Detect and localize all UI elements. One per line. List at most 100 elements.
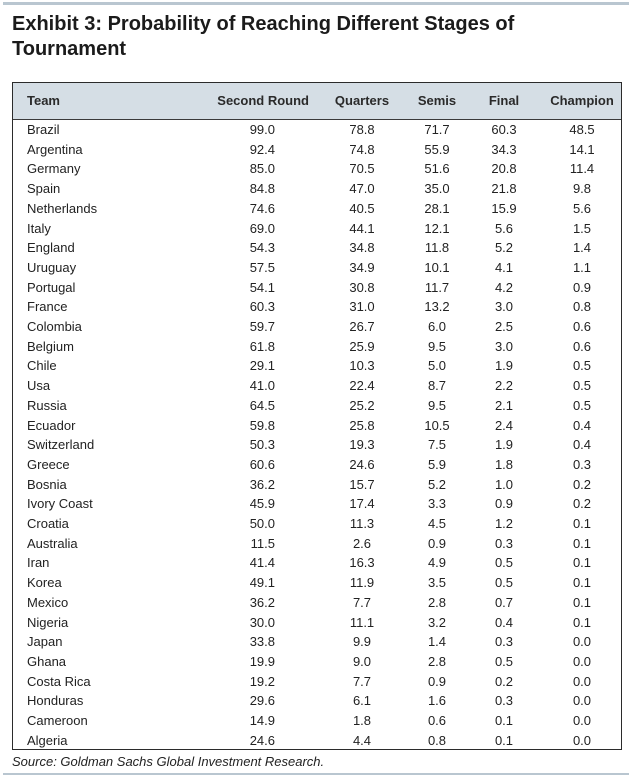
cell-quarters: 11.9 — [349, 575, 375, 591]
cell-champion: 11.4 — [569, 161, 595, 177]
cell-semis: 3.5 — [427, 575, 447, 591]
cell-champion: 9.8 — [572, 181, 592, 197]
table-row: Switzerland 50.3 19.3 7.5 1.9 0.4 — [13, 435, 621, 455]
cell-team: Bosnia — [27, 476, 67, 492]
exhibit-frame — [3, 2, 629, 776]
cell-final: 20.8 — [491, 161, 517, 177]
cell-final: 4.1 — [494, 259, 514, 275]
cell-semis: 11.8 — [424, 240, 450, 256]
cell-second-round: 30.0 — [249, 614, 275, 630]
cell-second-round: 33.8 — [249, 634, 275, 650]
cell-quarters: 15.7 — [349, 476, 375, 492]
cell-champion: 0.6 — [572, 338, 592, 354]
cell-team: Honduras — [27, 693, 84, 709]
cell-champion: 0.4 — [572, 417, 592, 433]
cell-final: 2.5 — [494, 319, 514, 334]
cell-second-round: 29.1 — [249, 358, 275, 374]
cell-semis: 9.5 — [427, 397, 447, 413]
cell-final: 15.9 — [491, 200, 517, 216]
cell-team: Croatia — [27, 516, 69, 531]
table-row: Iran 41.4 16.3 4.9 0.5 0.1 — [13, 553, 621, 573]
cell-champion: 0.1 — [572, 594, 592, 610]
cell-quarters: 44.1 — [349, 220, 375, 236]
table-row: Belgium 61.8 25.9 9.5 3.0 0.6 — [13, 337, 621, 357]
cell-second-round: 59.7 — [249, 319, 275, 334]
cell-semis: 10.5 — [424, 417, 450, 433]
table-row: Algeria 24.6 4.4 0.8 0.1 0.0 — [13, 731, 621, 751]
cell-semis: 35.0 — [424, 181, 450, 197]
table-row: Bosnia 36.2 15.7 5.2 1.0 0.2 — [13, 475, 621, 495]
table-row: Cameroon 14.9 1.8 0.6 0.1 0.0 — [13, 711, 621, 731]
table-row: Honduras 29.6 6.1 1.6 0.3 0.0 — [13, 691, 621, 711]
cell-final: 21.8 — [491, 181, 517, 197]
cell-champion: 0.5 — [572, 378, 592, 394]
cell-team: France — [27, 299, 68, 315]
cell-semis: 0.6 — [427, 713, 447, 728]
cell-champion: 0.5 — [572, 358, 592, 374]
cell-champion: 0.0 — [572, 732, 592, 748]
cell-team: Japan — [27, 634, 63, 650]
column-header-team: Team — [27, 93, 60, 108]
cell-champion: 0.1 — [572, 614, 592, 630]
cell-final: 60.3 — [491, 122, 517, 137]
cell-semis: 71.7 — [424, 122, 450, 137]
table-row: Australia 11.5 2.6 0.9 0.3 0.1 — [13, 534, 621, 554]
cell-quarters: 74.8 — [349, 141, 375, 157]
table-row: Netherlands 74.6 40.5 28.1 15.9 5.6 — [13, 199, 621, 219]
cell-second-round: 41.0 — [249, 378, 275, 394]
cell-final: 0.1 — [494, 713, 514, 728]
cell-champion: 0.0 — [572, 713, 592, 728]
cell-quarters: 34.9 — [349, 259, 375, 275]
cell-semis: 13.2 — [424, 299, 450, 315]
cell-team: Ecuador — [27, 417, 76, 433]
cell-final: 2.4 — [494, 417, 514, 433]
cell-second-round: 59.8 — [249, 417, 275, 433]
cell-semis: 5.0 — [427, 358, 447, 374]
cell-final: 1.9 — [494, 437, 514, 453]
cell-champion: 48.5 — [569, 122, 595, 137]
cell-champion: 0.0 — [572, 653, 592, 669]
cell-final: 5.6 — [494, 220, 514, 236]
cell-second-round: 54.3 — [249, 240, 275, 256]
cell-semis: 6.0 — [427, 319, 447, 334]
cell-semis: 0.9 — [427, 673, 447, 689]
cell-second-round: 50.0 — [249, 516, 275, 531]
cell-team: Ivory Coast — [27, 496, 93, 512]
table-row: Ghana 19.9 9.0 2.8 0.5 0.0 — [13, 652, 621, 672]
table-row: Ecuador 59.8 25.8 10.5 2.4 0.4 — [13, 416, 621, 436]
table-row: Germany 85.0 70.5 51.6 20.8 11.4 — [13, 159, 621, 179]
cell-champion: 0.0 — [572, 693, 592, 709]
cell-second-round: 19.9 — [249, 653, 275, 669]
cell-second-round: 19.2 — [249, 673, 275, 689]
cell-champion: 0.1 — [572, 555, 592, 571]
cell-champion: 0.4 — [572, 437, 592, 453]
cell-team: Chile — [27, 358, 57, 374]
table-row: France 60.3 31.0 13.2 3.0 0.8 — [13, 297, 621, 317]
cell-second-round: 60.3 — [249, 299, 275, 315]
column-header-semis: Semis — [417, 93, 457, 108]
cell-semis: 1.6 — [427, 693, 447, 709]
cell-semis: 0.8 — [427, 732, 447, 748]
cell-semis: 51.6 — [424, 161, 450, 177]
cell-final: 5.2 — [494, 240, 514, 256]
table-row: Japan 33.8 9.9 1.4 0.3 0.0 — [13, 632, 621, 652]
table-row: Colombia 59.7 26.7 6.0 2.5 0.6 — [13, 317, 621, 337]
bottom-rule — [3, 773, 629, 775]
cell-team: Netherlands — [27, 200, 98, 216]
cell-champion: 0.6 — [572, 319, 592, 334]
cell-champion: 5.6 — [572, 200, 592, 216]
cell-final: 1.8 — [494, 456, 514, 472]
cell-second-round: 45.9 — [249, 496, 275, 512]
cell-team: Spain — [27, 181, 61, 197]
cell-team: Greece — [27, 456, 70, 472]
cell-quarters: 9.9 — [352, 634, 372, 650]
table-row: Mexico 36.2 7.7 2.8 0.7 0.1 — [13, 593, 621, 613]
cell-team: Algeria — [27, 732, 68, 748]
cell-quarters: 2.6 — [352, 535, 372, 551]
cell-semis: 3.2 — [427, 614, 447, 630]
column-header-quarters: Quarters — [334, 93, 390, 108]
cell-quarters: 70.5 — [349, 161, 375, 177]
cell-team: Nigeria — [27, 614, 69, 630]
cell-semis: 5.9 — [427, 456, 447, 472]
cell-second-round: 24.6 — [249, 732, 275, 748]
